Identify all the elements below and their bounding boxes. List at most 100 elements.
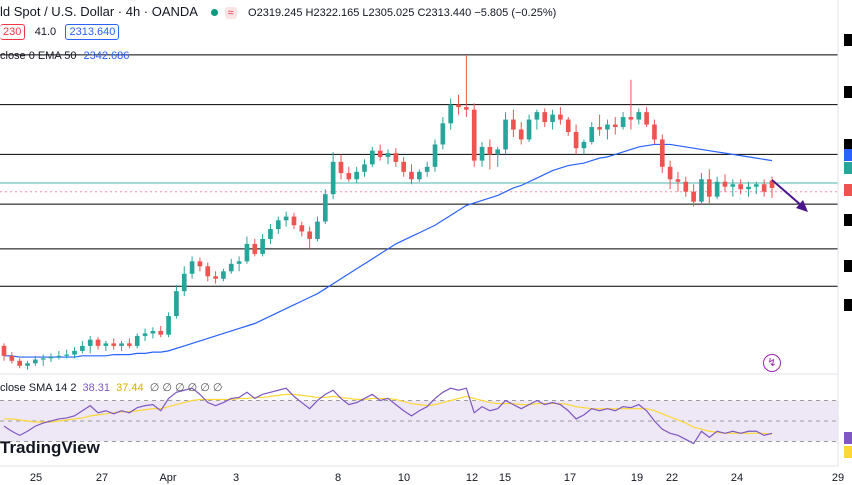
candle (64, 349, 70, 359)
time-tick-label: 27 (96, 472, 108, 484)
candle (714, 176, 720, 200)
candle (322, 189, 328, 225)
tradingview-logo: TradingView (0, 438, 100, 458)
candle-body (283, 216, 289, 221)
candle (448, 98, 454, 130)
candle (275, 216, 281, 234)
candle (424, 161, 430, 177)
symbol-header: ld Spot / U.S. Dollar · 4h · OANDA ≈ O23… (0, 4, 556, 19)
rsi-lines (3, 387, 773, 445)
candle (95, 337, 101, 350)
candle-body (354, 171, 359, 180)
candle (385, 149, 391, 165)
candle (56, 350, 62, 360)
rsi-label[interactable]: close SMA 14 2 (0, 382, 77, 394)
candle-body (753, 184, 759, 187)
candle (464, 54, 469, 118)
candle-body (440, 123, 446, 145)
candle-body (448, 104, 454, 124)
candle (706, 169, 712, 205)
candle (636, 108, 642, 125)
candle-body (72, 350, 77, 355)
candle-body (511, 119, 516, 130)
candle-body (80, 345, 85, 351)
time-tick-label: 10 (398, 472, 410, 484)
candle (33, 355, 38, 366)
candle-body (393, 153, 399, 162)
candle (644, 107, 649, 128)
candle (558, 107, 563, 125)
price-scale-marker (844, 139, 852, 151)
candle-body (691, 191, 696, 202)
candle-body (252, 243, 258, 254)
candle-body (518, 129, 524, 140)
candle-body (636, 112, 642, 120)
symbol-title[interactable]: ld Spot / U.S. Dollar · 4h · OANDA (0, 4, 198, 19)
candle (440, 117, 446, 150)
candle-body (275, 220, 281, 230)
candle-body (111, 343, 117, 346)
ema-line (4, 143, 773, 358)
candle (542, 108, 548, 128)
candle-body (213, 276, 218, 279)
candle (252, 238, 258, 257)
candle (565, 117, 571, 136)
candle-body (322, 194, 328, 222)
candle-body (103, 343, 109, 346)
candle-body (228, 263, 234, 272)
candle-body (174, 291, 179, 317)
candle (174, 284, 179, 319)
lightning-icon[interactable]: ↯ (763, 354, 781, 372)
candle-body (158, 330, 164, 335)
sell-price[interactable]: 230 (0, 24, 26, 40)
candle (581, 139, 587, 155)
candle-body (9, 355, 15, 361)
candle-body (95, 339, 101, 346)
candle (111, 338, 117, 350)
ema-label[interactable]: close 0 EMA 50 (0, 50, 77, 62)
market-status-dot (211, 9, 219, 17)
candle-body (659, 139, 665, 167)
candle-body (667, 166, 673, 180)
time-tick-label: 24 (731, 472, 743, 484)
candle (761, 179, 767, 197)
candle-body (244, 243, 250, 262)
candle (691, 184, 696, 207)
time-tick-label: 15 (499, 472, 511, 484)
time-tick-label: 12 (466, 472, 478, 484)
rsi-value: 38.31 (82, 382, 111, 394)
candle-body (487, 146, 493, 155)
rsi-line (3, 387, 773, 445)
candle (213, 271, 218, 284)
candle-body (565, 119, 571, 133)
approx-icon[interactable]: ≈ (224, 7, 237, 19)
candle-body (307, 231, 312, 239)
candle (652, 119, 657, 145)
buy-price[interactable]: 2313.640 (65, 24, 120, 40)
candle-body (330, 161, 336, 195)
time-tick-label: 22 (666, 472, 678, 484)
ema-legend: close 0 EMA 50 2342.686 (0, 50, 129, 62)
candle (197, 257, 203, 272)
candle (401, 156, 407, 177)
candle-body (699, 179, 704, 202)
candle (119, 340, 124, 351)
candle (675, 171, 681, 192)
rsi-sma-value: 37.44 (116, 382, 144, 394)
candle-body (1, 345, 7, 356)
candle (166, 312, 171, 338)
price-scale-marker (844, 184, 852, 196)
candle (746, 181, 751, 197)
candle (142, 328, 148, 341)
candle-body (315, 221, 320, 239)
candle-body (620, 117, 626, 128)
candle-body (338, 161, 344, 174)
candle (87, 335, 93, 354)
candle (189, 256, 195, 279)
candle-body (236, 261, 242, 264)
candle-body (369, 150, 375, 165)
trend-arrow (771, 179, 808, 212)
candle-body (573, 132, 579, 149)
candle-body (142, 333, 148, 336)
candle-body (675, 179, 681, 182)
